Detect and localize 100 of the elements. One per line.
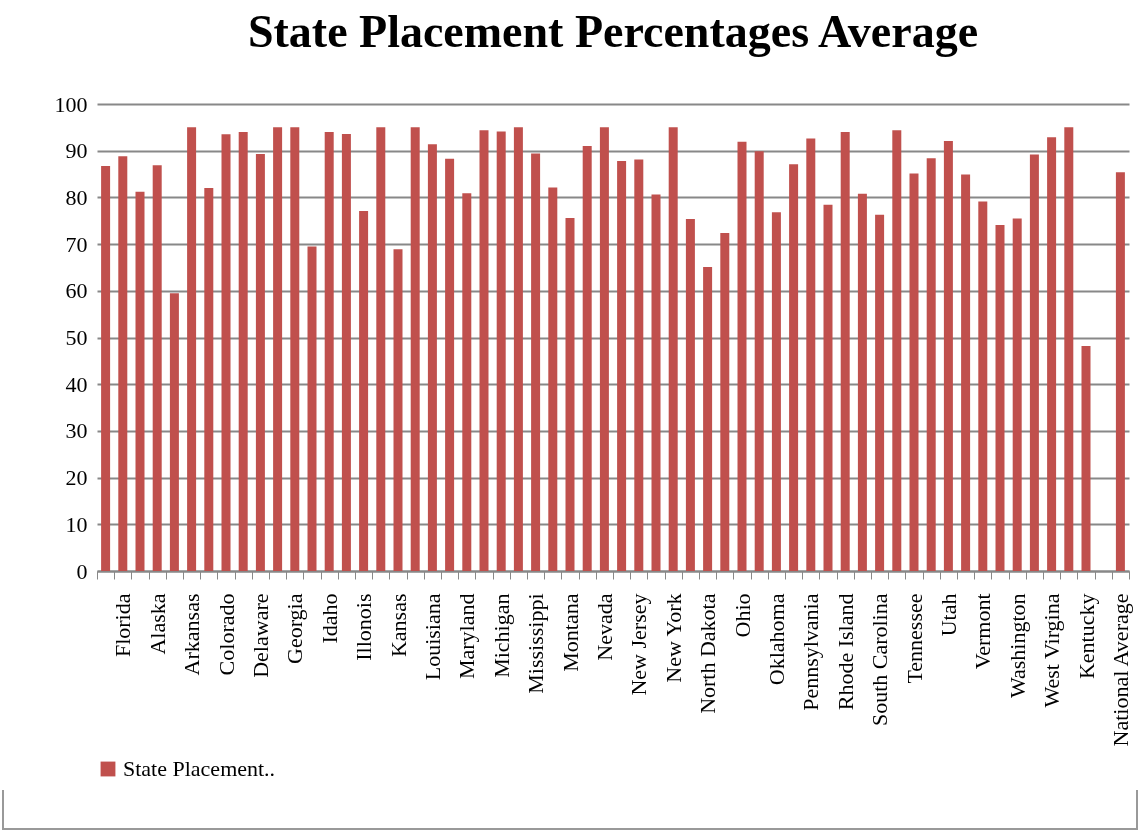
x-tick-label: Rhode Island <box>832 593 858 711</box>
x-tick-label: Mississippi <box>523 593 549 694</box>
bar <box>961 174 971 571</box>
bar <box>531 153 541 571</box>
x-tick-label: South Carolina <box>867 593 893 727</box>
bar <box>875 214 885 571</box>
bar <box>806 138 816 571</box>
y-tick-label: 10 <box>65 511 88 537</box>
bar <box>187 127 197 571</box>
bar <box>1081 345 1091 571</box>
bar <box>341 133 351 571</box>
bar <box>1115 172 1125 571</box>
bar <box>857 193 867 571</box>
bar <box>771 212 781 571</box>
bar <box>376 127 386 571</box>
x-tick-label: Kentucky <box>1073 593 1099 680</box>
bar <box>445 158 455 571</box>
bar <box>118 156 128 571</box>
bar <box>238 132 248 571</box>
y-tick-label: 80 <box>65 184 88 210</box>
x-tick-label: Louisiana <box>419 593 445 681</box>
y-tick-label: 70 <box>65 231 88 257</box>
bar <box>307 246 317 571</box>
x-tick-label: Tennessee <box>901 593 927 684</box>
bar <box>737 141 747 571</box>
bar <box>513 127 523 571</box>
bar <box>290 127 300 571</box>
y-tick-label: 50 <box>65 325 88 350</box>
bar <box>135 191 145 571</box>
bar <box>1029 154 1039 571</box>
x-tick-label: Georgia <box>282 593 308 664</box>
bar <box>926 158 936 571</box>
bar <box>995 224 1005 571</box>
bar <box>462 193 472 571</box>
x-tick-label: Florida <box>110 593 136 658</box>
bar <box>582 146 592 571</box>
chart-title: State Placement Percentages Average <box>247 6 979 57</box>
y-tick-label: 60 <box>65 278 88 304</box>
x-tick-label: Arkansas <box>179 593 205 676</box>
bar <box>324 132 334 571</box>
bar <box>978 201 988 571</box>
x-tick-label: Nevada <box>591 593 617 661</box>
bar <box>892 130 902 571</box>
bar <box>273 127 283 571</box>
bar <box>685 218 695 571</box>
x-tick-label: New Jersey <box>626 593 652 696</box>
bar <box>496 131 506 571</box>
x-tick-label: Michigan <box>488 593 514 678</box>
x-tick-label: Idaho <box>316 593 342 644</box>
x-tick-label: Oklahoma <box>763 593 789 686</box>
y-tick-label: 20 <box>65 465 88 491</box>
bar <box>634 159 644 571</box>
x-tick-label: Kansas <box>385 593 411 658</box>
bar <box>651 194 661 571</box>
bar <box>204 188 214 571</box>
bar <box>255 153 265 571</box>
x-tick-label: West Virgina <box>1039 593 1065 708</box>
bar <box>1064 127 1074 571</box>
bar <box>703 266 713 571</box>
y-tick-label: 100 <box>54 91 88 117</box>
y-tick-label: 90 <box>65 138 88 164</box>
x-tick-label: Delaware <box>247 593 273 678</box>
x-tick-label: Montana <box>557 593 583 672</box>
x-tick-label: National Average <box>1107 593 1133 747</box>
x-tick-label: Alaska <box>144 593 170 655</box>
legend-label: State Placement.. <box>123 756 276 781</box>
y-tick-label: 30 <box>65 418 88 444</box>
x-tick-label: Maryland <box>454 593 480 680</box>
bar <box>221 134 231 571</box>
x-tick-label: Washington <box>1004 593 1030 699</box>
bar <box>1047 137 1057 571</box>
bar <box>169 293 179 571</box>
x-tick-label: Utah <box>935 593 961 637</box>
bar <box>840 132 850 571</box>
x-tick-label: Ohio <box>729 593 755 638</box>
bar <box>479 130 489 571</box>
y-tick-label: 0 <box>76 558 88 584</box>
bar <box>823 204 833 571</box>
x-tick-label: New York <box>660 593 686 683</box>
y-tick-label: 40 <box>65 371 88 397</box>
bar <box>1012 218 1022 571</box>
bar <box>393 249 403 571</box>
bar <box>565 217 575 571</box>
bar <box>101 166 111 571</box>
bar <box>909 173 919 571</box>
x-tick-label: North Dakota <box>695 593 721 714</box>
x-tick-label: Vermont <box>970 593 996 670</box>
bar <box>152 165 162 571</box>
bar <box>359 210 369 571</box>
bar <box>789 164 799 571</box>
bar <box>410 127 420 571</box>
bar <box>548 187 558 571</box>
bar <box>599 127 609 571</box>
x-tick-label: Colorado <box>213 593 239 676</box>
x-tick-label: Illonois <box>351 593 377 661</box>
bar <box>668 127 678 571</box>
bar <box>617 160 627 571</box>
bar <box>720 232 730 571</box>
bar <box>754 151 764 571</box>
bar <box>943 140 953 571</box>
